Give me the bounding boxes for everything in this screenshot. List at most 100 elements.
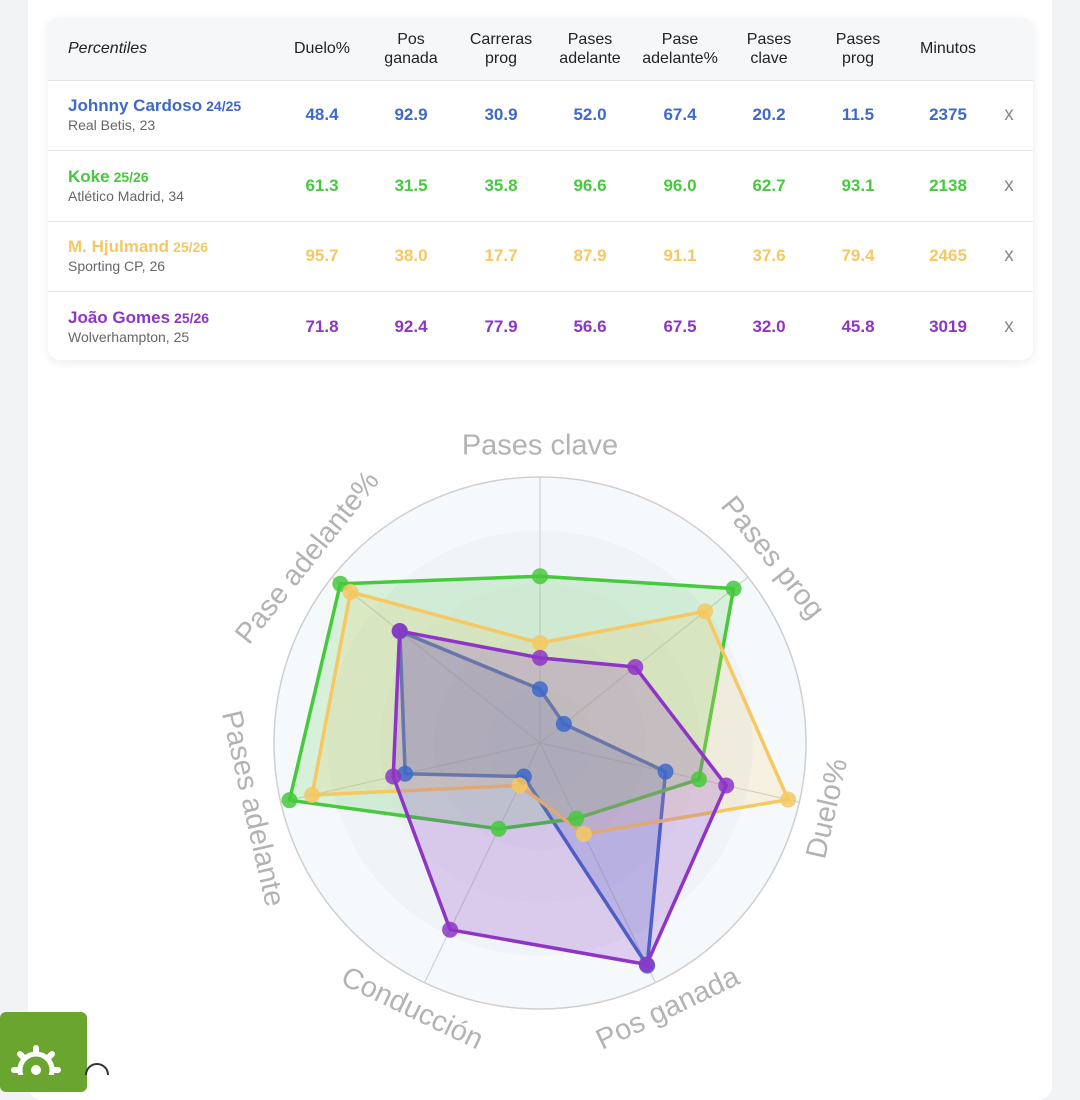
stat-cell: 35.8	[484, 175, 518, 195]
radar-point[interactable]	[697, 603, 714, 620]
stat-cell: 96.6	[573, 175, 607, 195]
stat-cell: 17.7	[484, 246, 518, 265]
header-pases-clave[interactable]: Pases clave	[746, 30, 792, 67]
radar-point[interactable]	[568, 810, 585, 827]
radar-point[interactable]	[725, 580, 742, 597]
remove-player-button[interactable]: x	[1004, 245, 1014, 266]
header-duelo[interactable]: Duelo%	[293, 40, 351, 57]
stat-cell: 56.6	[573, 316, 607, 336]
stat-cell: 32.0	[752, 316, 786, 336]
stat-cell: 61.3	[305, 175, 339, 195]
table-header: Percentiles Duelo% Pos ganada Carreras p…	[48, 17, 1033, 81]
radar-point[interactable]	[385, 768, 402, 785]
radar-point[interactable]	[627, 659, 644, 676]
stat-cell: 3019	[929, 316, 967, 336]
stat-cell: 77.9	[484, 316, 518, 336]
player-team: Wolverhampton, 25	[68, 328, 190, 345]
radar-series-purple	[391, 629, 728, 967]
player-team: Atlético Madrid, 34	[68, 187, 184, 204]
radar-point[interactable]	[532, 649, 548, 666]
radar-point[interactable]	[532, 568, 548, 585]
gear-icon	[11, 1045, 61, 1089]
stat-cell: 11.5	[841, 105, 875, 124]
player-season: 25/26	[174, 309, 210, 326]
radar-axis-label: Duelo%	[800, 755, 854, 861]
radar-point[interactable]	[511, 777, 528, 794]
stat-cell: 79.4	[841, 246, 875, 265]
header-percentiles: Percentiles	[68, 40, 148, 57]
radar-point[interactable]	[490, 820, 507, 837]
radar-point[interactable]	[575, 826, 592, 843]
header-pases-adelante[interactable]: Pases adelante	[559, 30, 621, 67]
stat-cell: 2375	[929, 105, 967, 124]
radar-axis-line	[539, 742, 656, 983]
header-pos-ganada[interactable]: Pos ganada	[384, 30, 438, 67]
player-name[interactable]: M. Hjulmand 25/26	[68, 237, 208, 257]
player-name[interactable]: João Gomes 25/26	[68, 308, 209, 328]
stat-cell: 37.6	[752, 246, 786, 265]
radar-point[interactable]	[532, 681, 548, 698]
header-minutos[interactable]: Minutos	[919, 40, 977, 57]
stat-cell: 67.5	[663, 316, 697, 336]
player-name[interactable]: Johnny Cardoso 24/25	[68, 96, 241, 116]
player-season: 25/26	[173, 239, 209, 255]
radar-axis-line	[539, 576, 749, 744]
radar-point[interactable]	[638, 956, 655, 973]
radar-point[interactable]	[442, 921, 459, 938]
radar-axis-line	[331, 576, 541, 744]
radar-point[interactable]	[281, 792, 298, 809]
player-team: Sporting CP, 26	[68, 258, 166, 274]
header-pases-prog[interactable]: Pases prog	[835, 30, 881, 67]
radar-point[interactable]	[342, 583, 359, 600]
radar-point[interactable]	[397, 765, 414, 782]
stat-cell: 20.2	[752, 105, 786, 124]
table-row: Johnny Cardoso 24/25 Real Betis, 23 48.4 92.…	[48, 80, 1033, 151]
remove-player-button[interactable]: x	[1004, 315, 1014, 337]
stat-cell: 45.8	[841, 316, 875, 336]
settings-button[interactable]	[0, 1012, 87, 1092]
stat-cell: 67.4	[663, 105, 697, 124]
player-name-text: Johnny Cardoso	[68, 96, 203, 115]
stat-cell: 92.9	[394, 105, 428, 124]
stat-cell: 95.7	[305, 246, 339, 265]
stat-cell: 52.0	[573, 105, 607, 124]
remove-player-button[interactable]: x	[1004, 104, 1014, 125]
stat-cell: 31.5	[394, 175, 428, 195]
stat-cell: 92.4	[394, 316, 428, 336]
table-row: Koke 25/26 Atlético Madrid, 34 61.3 31.5 35.8…	[48, 151, 1033, 222]
table-row: João Gomes 25/26 Wolverhampton, 25 71.8 92.4…	[48, 292, 1033, 361]
stat-cell: 2465	[929, 246, 967, 265]
radar-point[interactable]	[304, 787, 321, 804]
radar-point[interactable]	[690, 771, 707, 788]
stat-cell: 91.1	[663, 246, 697, 265]
radar-point[interactable]	[391, 623, 408, 640]
table-row: M. Hjulmand 25/26 Sporting CP, 26 95.7 38.0 1…	[48, 221, 1033, 292]
stat-cell: 62.7	[752, 175, 786, 195]
stat-cell: 87.9	[573, 246, 607, 265]
remove-player-button[interactable]: x	[1004, 174, 1014, 196]
stat-cell: 30.9	[484, 105, 518, 124]
stat-cell: 38.0	[394, 246, 428, 265]
player-season: 24/25	[206, 98, 242, 114]
radar-point[interactable]	[532, 634, 548, 651]
stat-cell: 96.0	[663, 175, 697, 195]
header-carreras-prog[interactable]: Carreras prog	[469, 30, 533, 67]
radar-point[interactable]	[780, 791, 797, 808]
stat-cell: 48.4	[305, 105, 339, 124]
stat-cell: 2138	[929, 175, 967, 195]
radar-point[interactable]	[555, 715, 572, 732]
stat-cell: 71.8	[305, 316, 339, 336]
radar-point[interactable]	[657, 763, 674, 780]
player-name-text: Koke	[68, 166, 110, 186]
player-season: 25/26	[113, 168, 149, 185]
header-pase-adelante-pct[interactable]: Pase adelante%	[642, 30, 718, 67]
player-name-text: João Gomes	[68, 307, 171, 327]
player-name-text: M. Hjulmand	[68, 237, 170, 256]
stat-cell: 93.1	[841, 175, 875, 195]
radar-point[interactable]	[718, 777, 735, 794]
radar-series-blue	[398, 629, 668, 968]
player-team: Real Betis, 23	[68, 117, 156, 133]
percentiles-table: Percentiles Duelo% Pos ganada Carreras p…	[48, 17, 1033, 360]
player-name[interactable]: Koke 25/26	[68, 167, 149, 187]
